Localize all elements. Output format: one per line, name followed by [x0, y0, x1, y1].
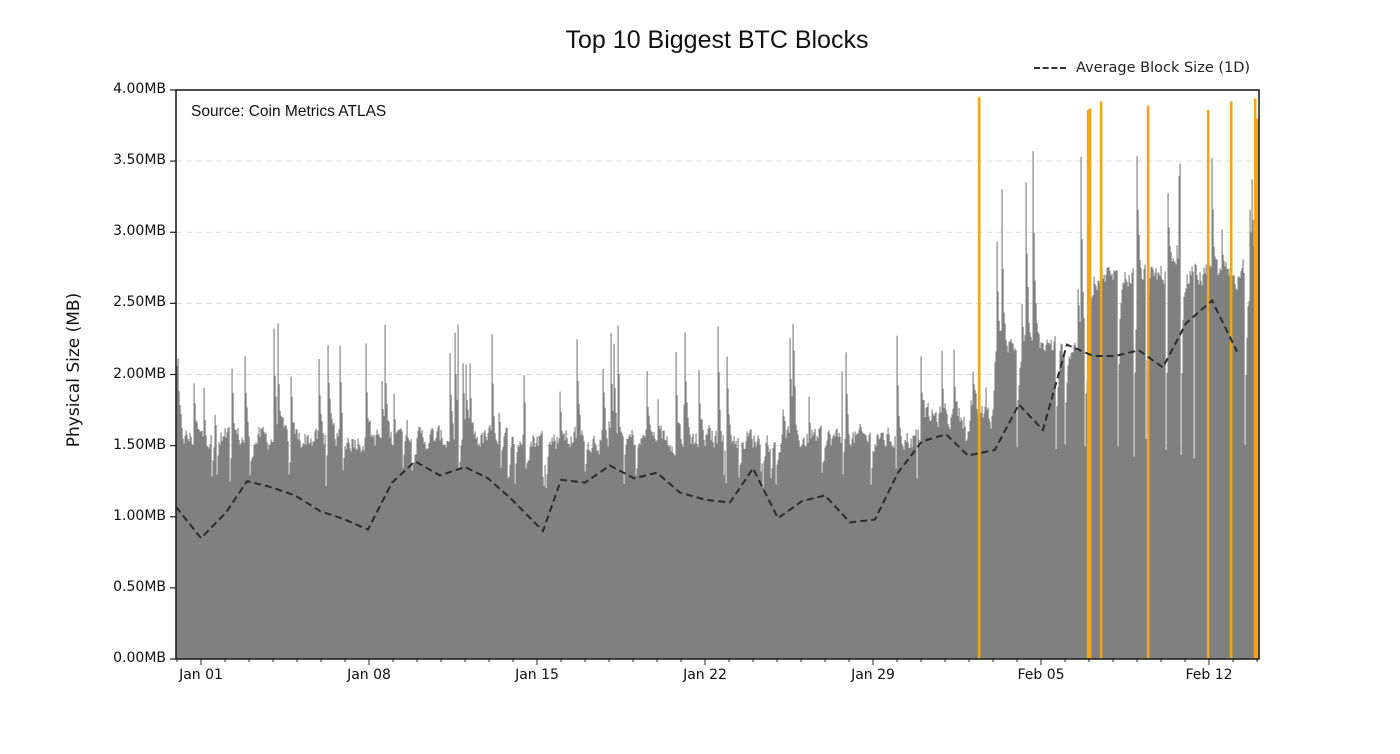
dashed-line-legend-icon: [1034, 67, 1066, 69]
average-line: [175, 298, 1238, 540]
block-bars: [176, 151, 1260, 660]
y-tick-label: 1.50MB: [113, 436, 166, 453]
source-annotation: Source: Coin Metrics ATLAS: [191, 103, 387, 120]
top10-bars: [977, 97, 1260, 660]
x-tick-label: Jan 29: [851, 667, 895, 683]
legend-label-average: Average Block Size (1D): [1076, 60, 1251, 76]
y-tick-label: 0.00MB: [113, 650, 166, 666]
legend: Average Block Size (1D): [1034, 60, 1250, 76]
x-tick-label: Jan 08: [347, 667, 391, 683]
x-tick-label: Jan 22: [683, 667, 727, 683]
x-tick-label: Feb 05: [1017, 667, 1065, 683]
y-tick-label: 2.00MB: [113, 365, 166, 382]
y-tick-label: 2.50MB: [113, 294, 166, 311]
y-tick-label: 0.50MB: [113, 578, 166, 595]
y-tick-label: 3.50MB: [113, 152, 166, 169]
x-tick-label: Jan 01: [179, 667, 223, 683]
x-tick-label: Feb 12: [1185, 667, 1233, 683]
y-tick-label: 3.00MB: [113, 223, 166, 240]
chart-title: Top 10 Biggest BTC Blocks: [565, 26, 869, 54]
y-tick-label: 4.00MB: [113, 81, 166, 97]
y-tick-label: 1.00MB: [113, 507, 166, 524]
x-tick-label: Jan 15: [515, 667, 559, 683]
